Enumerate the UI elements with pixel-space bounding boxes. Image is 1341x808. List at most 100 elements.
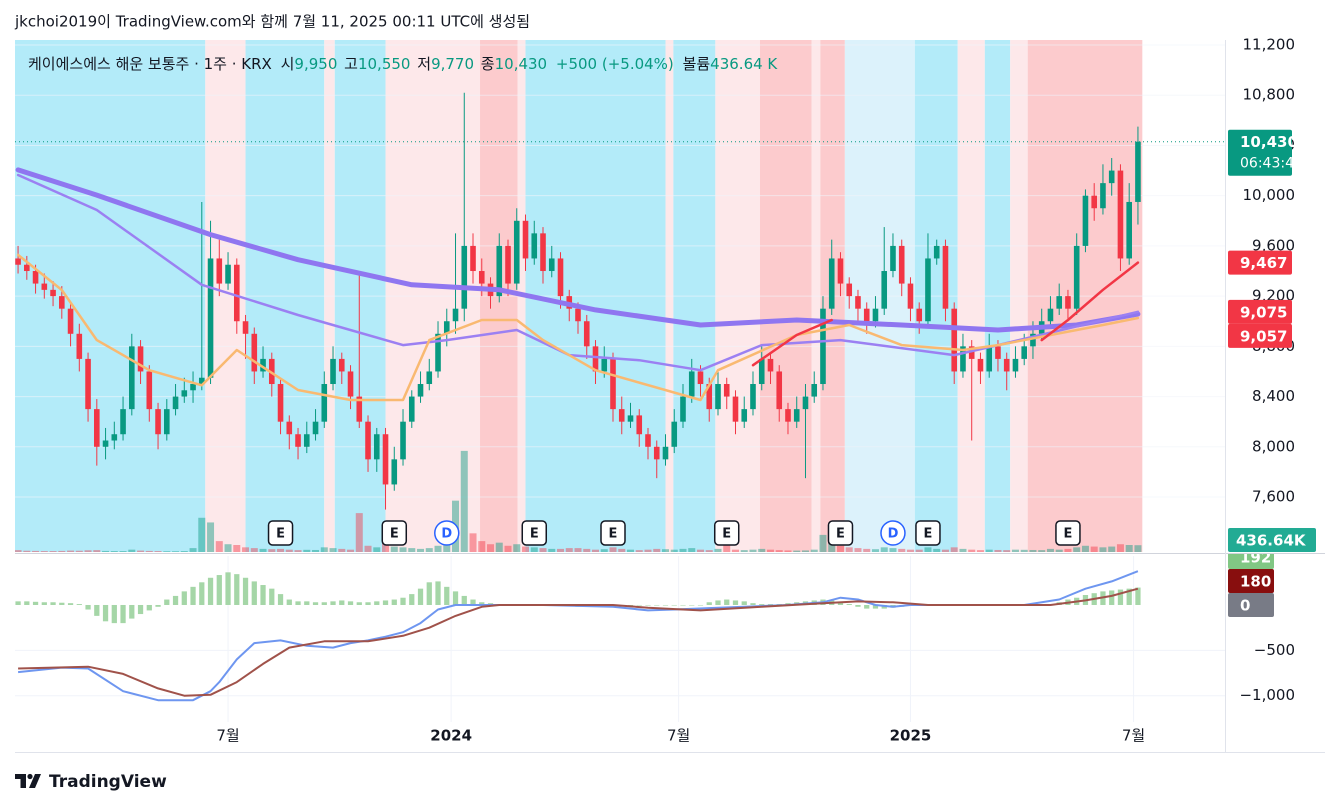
macd-histogram-bar: [269, 588, 275, 605]
price-label: 9,467: [1240, 254, 1287, 272]
macd-histogram-bar: [225, 572, 231, 605]
candle-body: [330, 358, 336, 385]
macd-histogram-bar: [216, 575, 222, 605]
logo-icon: [29, 774, 41, 788]
volume-label: 436.64K: [1236, 532, 1307, 550]
y-tick-label: 8,000: [1252, 437, 1295, 455]
candle-body: [373, 434, 380, 460]
candle-body: [207, 258, 214, 378]
macd-histogram-bar: [382, 600, 389, 605]
volume-bar: [592, 549, 600, 552]
volume-bar: [277, 548, 285, 552]
y-tick-label: 10,800: [1243, 86, 1296, 104]
candle-body: [303, 434, 310, 447]
volume-bar: [871, 549, 879, 552]
macd-histogram-bar: [636, 604, 642, 606]
x-tick-label: 7월: [216, 727, 239, 745]
volume-bar: [696, 549, 704, 552]
volume-bar: [478, 541, 486, 552]
volume-bar: [1081, 545, 1089, 552]
candle-body: [995, 346, 1001, 359]
event-label: D: [888, 527, 899, 542]
volume-bar: [110, 551, 118, 552]
logo: TradingView: [15, 772, 167, 792]
candle-body: [1056, 296, 1063, 309]
macd-histogram-bar: [479, 602, 485, 605]
macd-label: 0: [1240, 596, 1250, 614]
macd-histogram-bar: [417, 588, 424, 605]
candle-body: [94, 409, 100, 447]
x-tick-label: 2025: [890, 727, 932, 745]
volume-bar: [224, 544, 232, 552]
axes: 7,6008,0008,4008,8009,2009,60010,00010,4…: [216, 36, 1316, 745]
volume-bar: [207, 522, 215, 552]
volume-bar: [259, 548, 267, 552]
macd-histogram-bar: [864, 604, 870, 609]
macd-histogram-bar: [15, 601, 21, 605]
candle-body: [1126, 201, 1132, 259]
volume-bar: [329, 548, 337, 552]
macd-histogram-bar: [452, 591, 459, 605]
candle-body: [1135, 141, 1141, 202]
macd-histogram-bar: [111, 604, 117, 624]
candle-body: [32, 271, 39, 284]
candle-body: [50, 289, 56, 297]
volume-bar: [941, 549, 949, 552]
macd-histogram-bar: [1126, 588, 1132, 605]
volume-bar: [1099, 547, 1107, 552]
volume-bar: [1055, 549, 1063, 552]
macd-histogram-bar: [260, 585, 266, 605]
y-tick-label: 10,000: [1243, 186, 1296, 204]
macd-histogram-bar: [286, 599, 292, 605]
candle-body: [715, 384, 721, 410]
candle-body: [338, 358, 345, 372]
candle-body: [907, 283, 914, 309]
x-tick-label: 7월: [667, 727, 690, 745]
macd-histogram-bar: [1135, 587, 1141, 605]
volume-bar: [565, 548, 573, 552]
candle-body: [767, 358, 774, 372]
candle-body: [671, 421, 678, 447]
volume-bar: [959, 548, 967, 552]
macd-histogram-bar: [741, 601, 747, 605]
macd-histogram-bar: [689, 604, 695, 606]
macd-histogram-bar: [706, 602, 712, 605]
legend-volume: 436.64 K: [710, 55, 778, 73]
volume-bar: [390, 546, 398, 552]
volume-bar: [1003, 550, 1011, 552]
volume-bar: [408, 548, 416, 552]
macd-histogram-bar: [374, 601, 380, 605]
volume-bar: [355, 513, 363, 552]
candle-body: [198, 377, 205, 385]
earnings-marker: [1055, 520, 1081, 546]
event-label: E: [722, 527, 731, 542]
candle-body: [618, 409, 625, 422]
candle-body: [347, 371, 354, 397]
macd-histogram-bar: [356, 602, 362, 605]
candle-body: [120, 409, 126, 435]
candle-body: [1030, 333, 1036, 347]
macd-histogram-bar: [277, 594, 284, 605]
candle-body: [680, 396, 686, 422]
macd-histogram-bar: [32, 601, 39, 605]
earnings-marker: [267, 520, 294, 546]
candle-body: [942, 245, 949, 309]
candle-body: [1047, 308, 1054, 322]
volume-bar: [793, 550, 801, 552]
macd-line: [17, 570, 1139, 702]
event-label: E: [276, 527, 285, 542]
macd-label-box: [1228, 568, 1274, 593]
volume-bar: [84, 550, 92, 552]
price-label-box: [1228, 323, 1292, 348]
candle-body: [461, 245, 468, 309]
macd-histogram-bar: [461, 595, 467, 605]
candle-body: [1021, 346, 1028, 359]
candle-body: [452, 308, 459, 322]
volume-bar: [1125, 545, 1133, 552]
event-label: E: [609, 527, 618, 542]
macd-histogram-bar: [837, 602, 844, 605]
candle-body: [741, 409, 748, 422]
candle-body: [855, 296, 861, 309]
earnings-marker: [713, 520, 740, 546]
